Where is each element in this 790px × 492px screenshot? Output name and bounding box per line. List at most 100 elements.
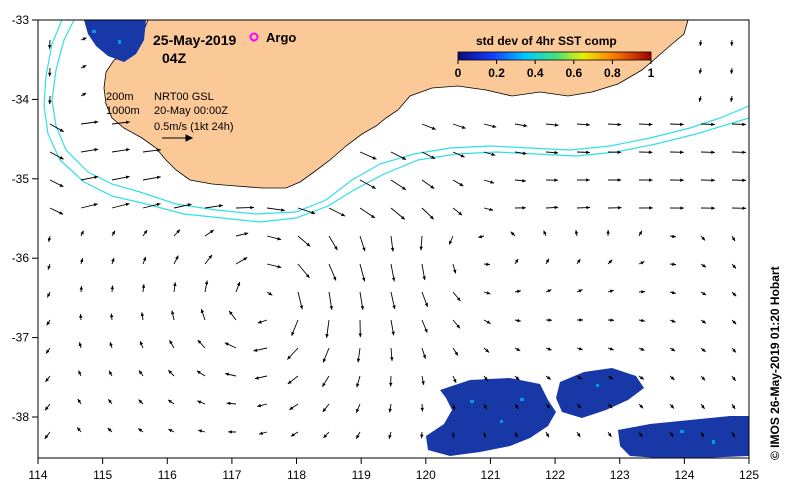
current-arrow-icon [49, 151, 64, 160]
colorbar-tick-label: 1 [648, 66, 655, 80]
current-arrow-icon [111, 202, 130, 209]
current-arrow-icon [80, 148, 99, 153]
current-arrow-icon [731, 206, 747, 210]
x-tick-label: 123 [610, 468, 630, 482]
date-label: 25-May-2019 [153, 32, 236, 48]
current-arrow-icon [198, 429, 206, 433]
current-arrow-icon [448, 235, 454, 245]
current-arrow-icon [576, 318, 584, 322]
colorbar [457, 51, 652, 61]
current-arrow-icon [576, 375, 583, 380]
current-arrow-icon [452, 319, 461, 329]
current-arrow-icon [576, 205, 591, 210]
current-arrow-icon [173, 255, 179, 265]
current-arrow-icon [169, 339, 175, 349]
current-arrow-icon [483, 375, 488, 382]
colorbar-title: std dev of 4hr SST comp [476, 34, 617, 48]
current-arrow-icon [48, 67, 52, 77]
current-arrow-icon [514, 318, 521, 323]
current-arrow-icon [514, 347, 521, 352]
current-arrow-icon [356, 347, 361, 363]
current-arrow-icon [359, 291, 365, 310]
current-arrow-icon [109, 341, 113, 349]
current-arrow-icon [545, 431, 550, 438]
current-arrow-icon [228, 430, 237, 434]
current-arrow-icon [698, 95, 702, 102]
current-arrow-icon [390, 263, 396, 282]
current-arrow-icon [731, 291, 737, 297]
current-arrow-icon [607, 178, 622, 182]
current-arrow-icon [204, 204, 223, 209]
current-arrow-icon [576, 431, 581, 438]
current-arrow-icon [607, 347, 614, 351]
current-arrow-icon [731, 235, 736, 242]
current-arrow-icon [235, 257, 248, 265]
current-arrow-icon [47, 263, 51, 270]
current-arrow-icon [700, 206, 716, 210]
current-arrow-icon [80, 230, 84, 237]
current-arrow-icon [45, 347, 51, 354]
current-arrow-icon [44, 431, 51, 440]
current-arrow-icon [390, 319, 395, 336]
current-arrow-icon [421, 263, 426, 281]
current-arrow-icon [514, 258, 519, 265]
current-arrow-icon [80, 120, 99, 125]
current-arrow-icon [729, 95, 734, 102]
current-arrow-icon [80, 203, 98, 209]
current-arrow-icon [388, 431, 392, 439]
current-arrow-icon [111, 120, 130, 125]
current-arrow-icon [452, 123, 466, 129]
current-arrow-icon [328, 235, 338, 251]
isobath-1000m [43, 19, 750, 223]
x-tick-label: 120 [416, 468, 436, 482]
current-arrow-icon [606, 229, 610, 237]
current-arrow-icon [359, 179, 377, 190]
current-arrow-icon [669, 206, 684, 210]
current-arrow-icon [638, 122, 653, 127]
current-arrow-icon [421, 179, 435, 189]
current-arrow-icon [514, 123, 528, 128]
current-arrow-icon [638, 431, 643, 438]
current-arrow-icon [576, 150, 590, 155]
current-arrow-icon [196, 370, 206, 377]
colorbar-tick-label: 0.4 [527, 66, 544, 80]
current-arrow-icon [607, 259, 613, 265]
current-arrow-icon [235, 232, 249, 237]
current-arrow-icon [80, 175, 99, 181]
current-arrow-icon [607, 122, 622, 127]
current-arrow-icon [698, 67, 703, 74]
current-arrow-icon [483, 262, 491, 266]
current-arrow-icon [452, 263, 457, 274]
colorbar-tick-label: 0.8 [604, 66, 621, 80]
current-arrow-icon [452, 207, 463, 216]
current-arrow-icon [110, 285, 115, 293]
current-arrow-icon [731, 122, 746, 127]
current-arrow-icon [669, 375, 675, 381]
current-arrow-icon [46, 291, 51, 298]
current-arrow-icon [171, 310, 175, 321]
current-arrow-icon [638, 347, 645, 351]
current-arrow-icon [545, 375, 552, 380]
current-arrow-icon [669, 150, 684, 155]
current-arrow-icon [111, 175, 130, 181]
current-arrow-icon [669, 319, 676, 323]
y-tick-label: -36 [12, 251, 30, 265]
isobath-200m [51, 19, 750, 215]
current-arrow-icon [607, 150, 622, 155]
current-arrow-icon [80, 37, 87, 41]
current-arrow-icon [607, 375, 614, 380]
current-arrow-icon [731, 319, 737, 325]
current-arrow-icon [698, 39, 703, 47]
current-arrow-icon [419, 235, 423, 251]
current-arrow-icon [79, 285, 83, 293]
current-arrow-icon [420, 403, 424, 412]
current-arrow-icon [731, 178, 747, 183]
current-arrow-icon [669, 122, 684, 127]
current-arrow-icon [138, 370, 144, 377]
current-arrow-icon [731, 403, 736, 410]
current-arrow-icon [514, 431, 518, 438]
scale-label: 0.5m/s (1kt 24h) [154, 121, 233, 133]
current-arrow-icon [111, 148, 130, 153]
current-arrow-icon [607, 318, 615, 322]
current-arrow-icon [638, 318, 645, 323]
